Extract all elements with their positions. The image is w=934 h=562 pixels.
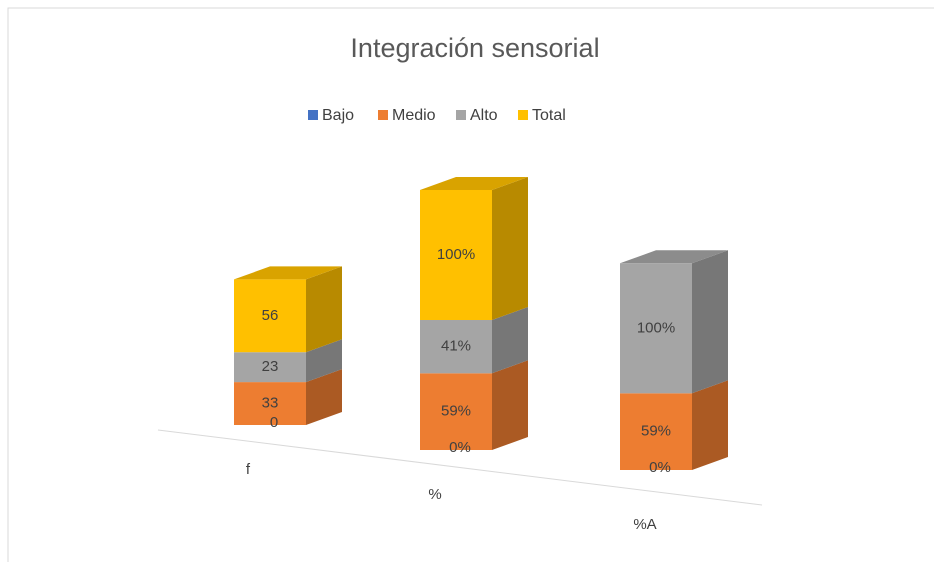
x-tick-label: f: [246, 461, 251, 478]
bar: [620, 393, 692, 470]
data-label: 33: [262, 395, 279, 412]
data-label: 59%: [441, 403, 471, 420]
data-label: 100%: [637, 319, 675, 336]
legend-label: Bajo: [322, 107, 354, 124]
bar: [234, 279, 306, 353]
legend-swatch: [456, 110, 466, 120]
bar: [234, 382, 306, 425]
bar-top: [234, 266, 342, 280]
data-label: 23: [262, 358, 279, 375]
bar-side: [492, 360, 528, 450]
data-label: 0%: [649, 459, 671, 476]
bar-side: [692, 250, 728, 394]
floor-line: [157, 429, 763, 506]
legend-swatch: [378, 110, 388, 120]
data-label: 0: [270, 414, 278, 431]
bar: [620, 263, 692, 394]
bar: [234, 352, 306, 383]
legend-label: Medio: [392, 107, 436, 124]
data-label: 56: [262, 307, 279, 324]
data-label: 100%: [437, 246, 475, 263]
bar: [420, 190, 492, 320]
bar-side: [692, 380, 728, 470]
bar-top: [420, 177, 528, 190]
legend-label: Alto: [470, 107, 498, 124]
legend-label: Total: [532, 107, 566, 124]
legend-swatch: [518, 110, 528, 120]
x-tick-label: %: [428, 486, 441, 503]
bar-side: [306, 339, 342, 383]
bar-side: [492, 177, 528, 320]
bar-side: [492, 307, 528, 374]
bar-top: [620, 250, 728, 264]
bar-side: [306, 369, 342, 425]
chart-border: [7, 7, 934, 562]
data-label: 59%: [641, 423, 671, 440]
data-label: 0%: [449, 439, 471, 456]
bar: [420, 320, 492, 374]
chart-title: Integración sensorial: [350, 33, 599, 63]
bar: [420, 373, 492, 450]
x-tick-label: %A: [633, 516, 656, 533]
data-label: 41%: [441, 338, 471, 355]
bar-side: [306, 266, 342, 353]
legend-swatch: [308, 110, 318, 120]
